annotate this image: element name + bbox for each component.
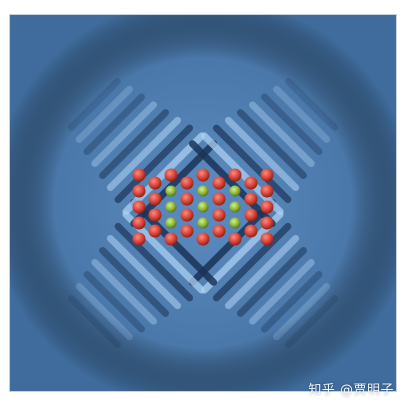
- edge-fade: [10, 15, 396, 391]
- watermark-text: 知乎 @贾明子: [308, 383, 394, 398]
- wave-surface-illustration: [10, 15, 396, 391]
- image-frame: [9, 14, 397, 392]
